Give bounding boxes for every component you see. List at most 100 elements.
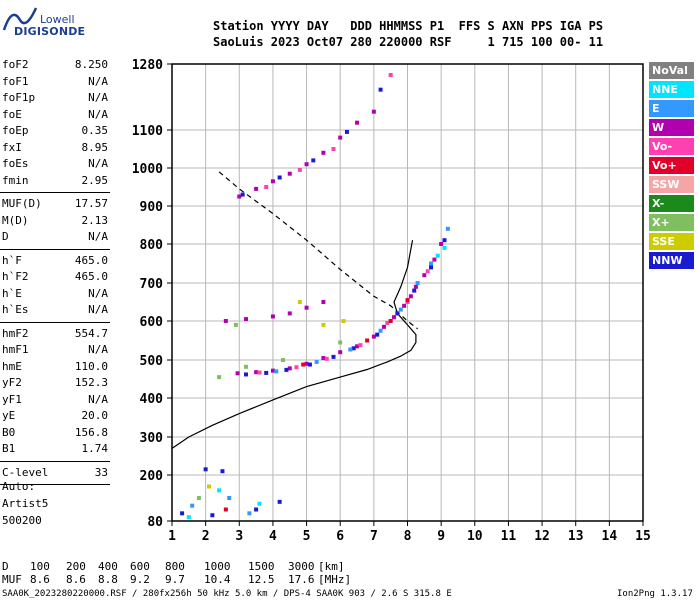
footer-version: Ion2Png 1.3.17 <box>617 589 693 599</box>
autoscale-code: 500200 <box>2 514 42 527</box>
echo-point <box>223 507 228 512</box>
param-key: yE <box>2 409 16 422</box>
echo-point <box>358 343 363 348</box>
echo-point <box>331 147 336 151</box>
logo-org-text: Lowell <box>40 13 75 26</box>
param-row: h`F 465.0 <box>2 254 108 269</box>
legend-item: X- <box>649 195 694 212</box>
echo-point <box>321 150 326 155</box>
y-tick-label: 1000 <box>132 162 163 177</box>
extrapolated-profile-line <box>218 171 418 330</box>
param-key: B1 <box>2 442 16 455</box>
muf-cell: 8.6 <box>66 573 86 586</box>
param-value: 2.95 <box>81 173 109 187</box>
muf-cell: 9.2 <box>130 573 150 586</box>
plot-frame <box>171 63 644 522</box>
echo-point <box>297 167 302 172</box>
param-row: foF2 8.250 <box>2 58 108 73</box>
echo-point <box>277 499 282 504</box>
echo-point <box>425 269 430 274</box>
x-tick-label: 9 <box>437 529 445 544</box>
echo-point <box>442 245 447 250</box>
x-tick-label: 14 <box>602 529 618 544</box>
param-key: C-level <box>2 465 49 479</box>
param-value: N/A <box>88 392 108 406</box>
param-row: MUF(D) 17.57 <box>2 197 108 212</box>
echo-point <box>254 507 259 512</box>
param-key: foEs <box>2 157 29 170</box>
param-key: foF1p <box>2 91 36 104</box>
echo-point <box>196 496 201 500</box>
param-key: foF2 <box>2 58 29 71</box>
echo-point <box>254 186 259 191</box>
echo-point <box>348 347 353 352</box>
param-row: yF2 152.3 <box>2 376 108 391</box>
param-value: 8.250 <box>74 58 108 71</box>
echo-point <box>257 370 262 375</box>
param-key: M(D) <box>2 213 29 227</box>
echo-point <box>442 238 447 243</box>
echo-point <box>257 501 262 506</box>
param-value: 0.35 <box>81 124 109 137</box>
x-tick-label: 13 <box>568 529 584 544</box>
echo-point <box>237 194 242 199</box>
echo-point <box>244 372 249 377</box>
legend-item: X+ <box>649 214 694 231</box>
echo-point <box>270 314 275 319</box>
echo-point <box>338 340 343 345</box>
legend-item: NoVal <box>649 62 694 79</box>
echo-point <box>378 328 383 333</box>
param-value: 1.74 <box>81 442 109 455</box>
param-value: N/A <box>88 91 108 104</box>
echo-point <box>304 361 309 366</box>
legend-item: W <box>649 119 694 136</box>
echo-point <box>180 511 185 516</box>
echo-point <box>186 515 191 520</box>
echo-point <box>381 324 386 329</box>
echo-point <box>321 300 326 304</box>
echo-point <box>203 467 208 472</box>
param-key: fmin <box>2 173 29 187</box>
x-tick-label: 6 <box>336 529 344 544</box>
echo-point <box>247 511 252 516</box>
echo-point <box>365 338 370 343</box>
param-row: yF1 N/A <box>2 393 108 408</box>
echo-point <box>355 120 360 125</box>
param-separator <box>0 460 110 462</box>
param-key: hmF2 <box>2 326 29 340</box>
header-line-2: SaoLuis 2023 Oct07 280 220000 RSF 1 715 … <box>213 35 604 49</box>
param-value: N/A <box>88 286 108 300</box>
muf-cell: 9.7 <box>165 573 185 586</box>
param-value: 17.57 <box>74 197 108 210</box>
param-row: h`E N/A <box>2 287 108 302</box>
legend-item: NNW <box>649 252 694 269</box>
y-tick-label: 1100 <box>132 124 163 139</box>
echo-point <box>281 358 286 362</box>
param-key: hmE <box>2 359 22 373</box>
echo-point <box>341 319 346 323</box>
echo-point <box>244 364 249 369</box>
param-key: MUF(D) <box>2 197 42 210</box>
param-value: N/A <box>88 230 108 243</box>
echo-point <box>321 356 326 361</box>
echo-point <box>220 469 225 474</box>
x-tick-label: 7 <box>370 529 378 544</box>
param-value: N/A <box>88 74 108 88</box>
echo-point <box>392 315 397 320</box>
param-key: h`F <box>2 253 22 267</box>
param-key: yF2 <box>2 376 22 389</box>
param-key: h`E <box>2 286 22 300</box>
param-value: 156.8 <box>74 425 108 439</box>
muf-cell: 400 <box>98 560 118 573</box>
echo-point <box>395 311 400 316</box>
y-tick-label: 600 <box>140 315 164 330</box>
echo-point <box>413 284 418 289</box>
echo-point <box>321 322 326 327</box>
echo-point <box>287 366 292 371</box>
echo-point <box>378 87 383 92</box>
echo-point <box>240 192 245 197</box>
echo-point <box>210 513 215 518</box>
echo-point <box>422 273 427 278</box>
echo-point <box>294 365 299 370</box>
x-tick-label: 8 <box>404 529 412 544</box>
